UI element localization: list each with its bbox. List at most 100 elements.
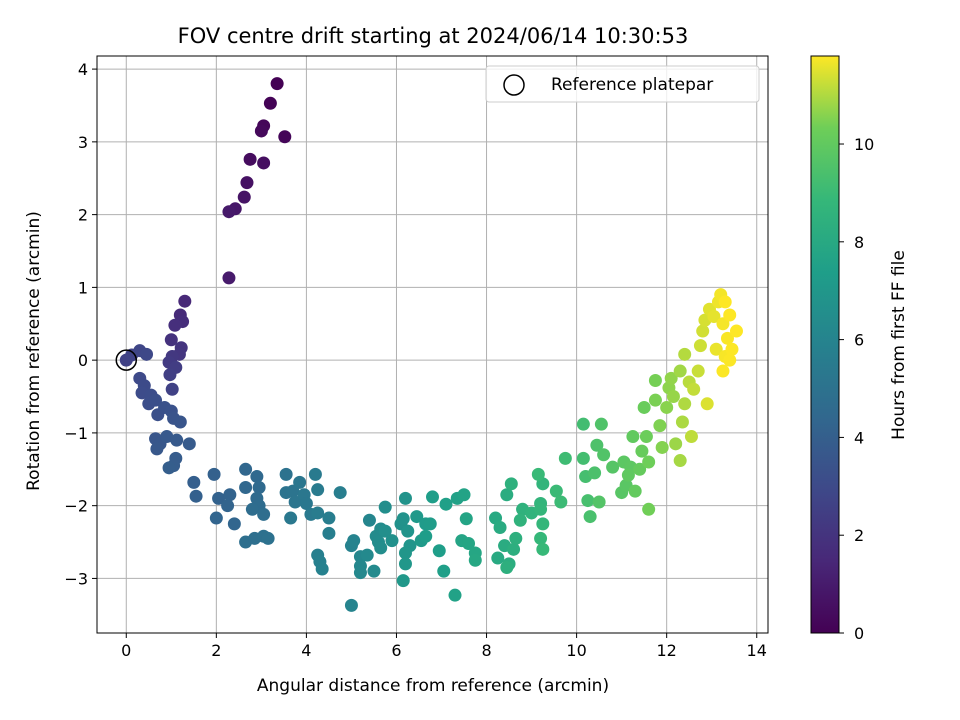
colorbar-tick-label: 6 [854,331,864,350]
data-point [293,475,307,489]
data-point [590,438,604,452]
data-point [666,390,680,404]
legend-box [485,65,760,103]
data-point [432,544,446,558]
data-point [716,364,730,378]
data-point [149,393,163,407]
data-point [322,526,336,540]
data-point [311,483,325,497]
data-point [419,529,433,543]
data-point [189,489,203,503]
data-point [700,397,714,411]
data-point [673,454,687,468]
data-point [709,342,723,356]
y-tick-label: 2 [78,206,88,225]
x-tick-label: 6 [391,641,401,660]
data-point [398,546,412,560]
data-point [360,548,374,562]
data-point [239,462,253,476]
data-point [509,531,523,545]
data-point [684,430,698,444]
data-point [261,531,275,545]
data-point [240,176,254,190]
data-point [286,484,300,498]
data-point [426,490,439,504]
data-point [549,484,563,498]
data-point [140,347,154,361]
data-point [576,451,590,465]
data-point [678,347,692,361]
colorbar: 0 2 4 6 8 10 Hours from first FF file [810,55,909,643]
y-axis-label: Rotation from reference (arcmin) [24,211,44,491]
data-points [119,77,743,612]
data-point [227,517,241,531]
colorbar-tick-label: 8 [854,233,864,252]
data-point [720,331,734,345]
data-point [164,333,178,347]
data-point [725,342,739,356]
data-point [222,205,236,219]
data-point [263,96,277,110]
reference-marker [115,349,138,371]
data-point [536,542,550,556]
data-point [221,499,235,513]
data-point [252,480,266,494]
data-point [448,588,462,602]
data-point [653,419,667,433]
data-point [367,564,381,578]
data-point [398,491,412,505]
data-point [669,437,683,451]
data-point [536,517,550,531]
data-point [178,294,192,308]
data-point [507,542,521,556]
data-point [468,553,482,567]
data-point [642,455,656,469]
data-point [637,400,651,414]
colorbar-tick-label: 2 [854,526,864,545]
data-point [707,309,721,323]
y-tick-label: 1 [78,278,88,297]
data-point [504,477,518,491]
data-point [423,517,437,531]
colorbar-gradient [810,55,840,634]
data-point [378,500,392,514]
data-point [257,507,271,521]
data-point [626,430,640,444]
legend: Reference platepar [485,65,760,103]
data-point [254,124,268,138]
data-point [362,513,376,527]
data-point [439,497,453,511]
data-point [664,371,678,385]
data-point [212,491,226,505]
data-point [633,462,647,476]
data-point [374,541,388,555]
data-point [353,566,367,580]
data-point [493,520,507,534]
data-point [299,496,313,510]
y-axis-ticks: −3 −2 −1 0 1 2 3 4 [64,60,97,588]
data-point [279,467,293,481]
data-point [398,557,412,571]
data-point [278,130,292,144]
data-point [347,534,361,548]
data-point [239,480,253,494]
data-point [606,460,620,474]
data-point [410,510,424,524]
data-point [500,561,514,575]
data-point [554,495,568,509]
data-point [687,382,701,396]
data-point [173,415,187,429]
data-point [315,562,329,576]
data-point [673,364,687,378]
data-point [491,551,505,565]
y-tick-label: −1 [64,424,88,443]
data-point [187,475,201,489]
data-point [583,510,597,524]
data-point [693,339,707,353]
data-point [660,400,674,414]
data-point [311,506,325,520]
data-point [333,486,347,500]
x-tick-label: 8 [481,641,491,660]
data-point [655,440,669,454]
colorbar-tick-label: 4 [854,428,864,447]
